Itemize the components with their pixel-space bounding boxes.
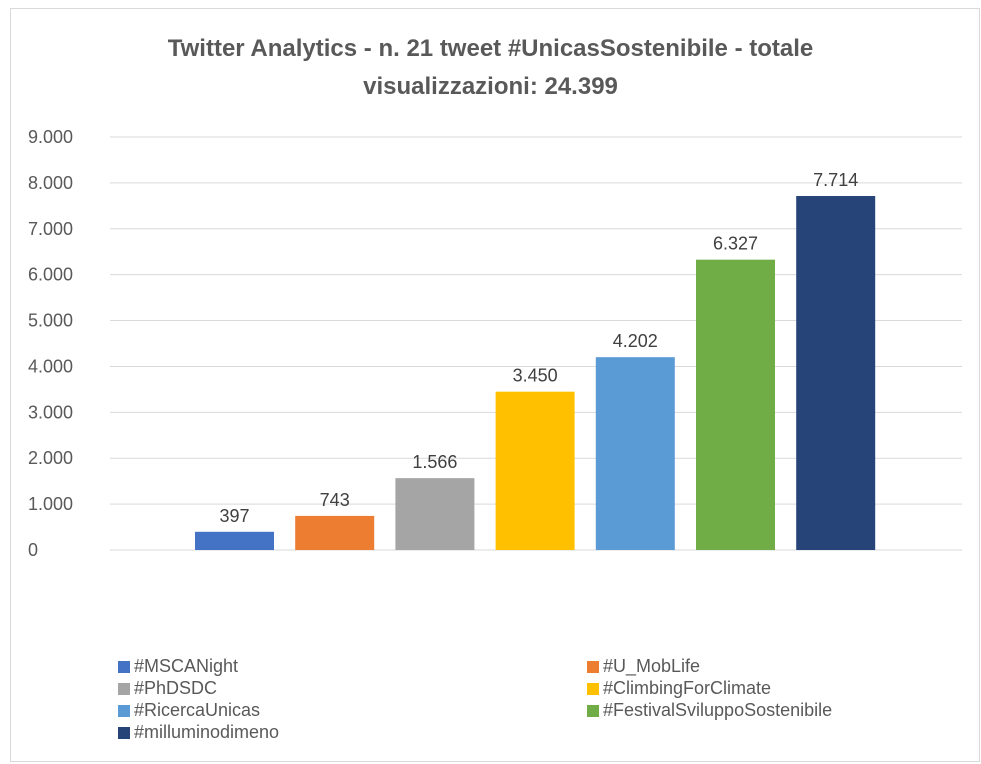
bar-climbingforclimate <box>495 391 575 550</box>
chart-title-line-2: visualizzazioni: 24.399 <box>363 73 618 100</box>
y-tick-label: 9.000 <box>28 127 73 147</box>
legend-item: #PhDSDC <box>118 676 217 700</box>
y-tick-label: 3.000 <box>28 402 73 422</box>
legend-swatch <box>118 683 130 695</box>
y-tick-label: 8.000 <box>28 173 73 193</box>
legend-item: #milluminodimeno <box>118 720 279 744</box>
legend-label: #RicercaUnicas <box>134 700 261 720</box>
legend-item: #MSCANight <box>118 654 238 678</box>
data-label: 7.714 <box>813 170 858 190</box>
legend-item: #FestivalSviluppoSostenibile <box>587 698 832 722</box>
data-label: 397 <box>219 506 249 526</box>
legend-swatch <box>118 661 130 673</box>
data-label: 1.566 <box>412 452 457 472</box>
legend-item: #RicercaUnicas <box>118 698 260 722</box>
y-tick-label: 5.000 <box>28 311 73 331</box>
legend-label: #MSCANight <box>134 656 239 676</box>
legend-swatch <box>587 705 599 717</box>
y-tick-label: 4.000 <box>28 356 73 376</box>
y-tick-label: 7.000 <box>28 219 73 239</box>
legend-label: #PhDSDC <box>134 678 218 698</box>
bar-festivalsvilupposostenibile <box>696 259 775 550</box>
bar-milluminodimeno <box>796 196 876 550</box>
legend-label: #FestivalSviluppoSostenibile <box>603 700 833 720</box>
data-label: 4.202 <box>613 331 658 351</box>
legend-item: #ClimbingForClimate <box>587 676 771 700</box>
y-tick-label: 6.000 <box>28 265 73 285</box>
legend-label: #U_MobLife <box>603 656 701 676</box>
legend-label: #ClimbingForClimate <box>603 678 772 698</box>
chart-title-line-1: Twitter Analytics - n. 21 tweet #UnicasS… <box>167 35 814 62</box>
legend-swatch <box>118 705 130 717</box>
bar-phdsdc <box>395 478 475 550</box>
data-label: 743 <box>320 490 350 510</box>
legend-item: #U_MobLife <box>587 654 700 678</box>
chart-title: Twitter Analytics - n. 21 tweet #UnicasS… <box>0 30 981 106</box>
legend-swatch <box>587 661 599 673</box>
bar-mscanight <box>195 531 274 550</box>
y-tick-label: 0 <box>28 540 38 560</box>
bar-u_moblife <box>295 515 375 550</box>
legend-swatch <box>118 727 130 739</box>
bar-ricercaunicas <box>595 357 675 550</box>
legend-swatch <box>587 683 599 695</box>
y-tick-label: 1.000 <box>28 494 73 514</box>
y-tick-label: 2.000 <box>28 448 73 468</box>
data-label: 6.327 <box>713 234 758 254</box>
data-label: 3.450 <box>513 366 558 386</box>
legend-label: #milluminodimeno <box>134 722 280 742</box>
